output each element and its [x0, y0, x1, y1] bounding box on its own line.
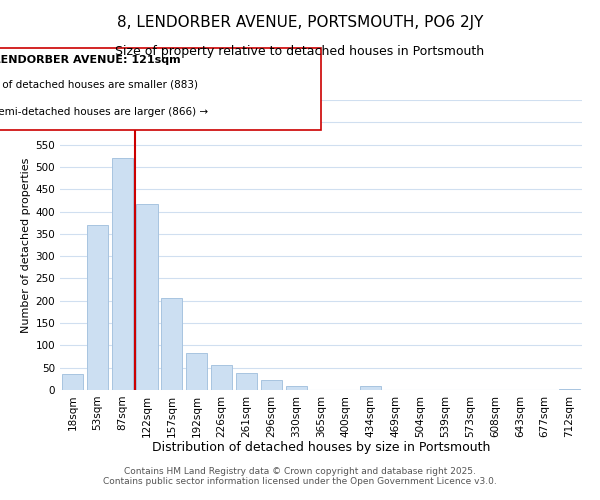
X-axis label: Distribution of detached houses by size in Portsmouth: Distribution of detached houses by size …	[152, 441, 490, 454]
Bar	[559, 389, 580, 390]
Bar	[161, 298, 182, 390]
Text: Contains HM Land Registry data © Crown copyright and database right 2025.: Contains HM Land Registry data © Crown c…	[124, 467, 476, 476]
Bar	[87, 226, 108, 390]
Bar	[286, 386, 307, 390]
Bar	[360, 386, 381, 390]
Text: 8 LENDORBER AVENUE: 121sqm: 8 LENDORBER AVENUE: 121sqm	[0, 55, 180, 65]
Text: ← 50% of detached houses are smaller (883): ← 50% of detached houses are smaller (88…	[0, 80, 198, 90]
Bar	[261, 380, 282, 390]
Bar	[236, 374, 257, 390]
Text: Size of property relative to detached houses in Portsmouth: Size of property relative to detached ho…	[115, 45, 485, 58]
Text: Contains public sector information licensed under the Open Government Licence v3: Contains public sector information licen…	[103, 477, 497, 486]
Y-axis label: Number of detached properties: Number of detached properties	[21, 158, 31, 332]
Bar	[186, 353, 207, 390]
Bar	[62, 374, 83, 390]
Bar	[211, 364, 232, 390]
Bar	[112, 158, 133, 390]
Bar	[136, 204, 158, 390]
Text: 8, LENDORBER AVENUE, PORTSMOUTH, PO6 2JY: 8, LENDORBER AVENUE, PORTSMOUTH, PO6 2JY	[117, 15, 483, 30]
FancyBboxPatch shape	[0, 48, 321, 130]
Text: 49% of semi-detached houses are larger (866) →: 49% of semi-detached houses are larger (…	[0, 108, 208, 118]
